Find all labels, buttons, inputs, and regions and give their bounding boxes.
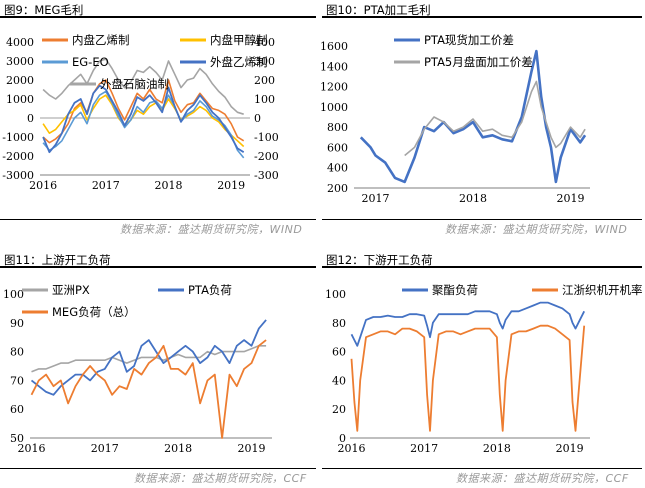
y-tick-label: 3000 (6, 55, 34, 68)
y-tick-label: 400 (327, 162, 348, 175)
x-tick-label: 2018 (164, 442, 192, 455)
y-tick-label: 800 (327, 121, 348, 134)
legend-label: MEG负荷（总） (52, 305, 136, 319)
y-right-tick-label: -100 (254, 131, 279, 144)
series-line-3 (30, 339, 267, 439)
x-tick-label: 2017 (361, 192, 389, 205)
y-tick-label: 0 (339, 432, 346, 445)
series-line-2 (30, 319, 267, 396)
x-tick-label: 2019 (217, 179, 245, 192)
y-tick-label: 70 (10, 374, 24, 387)
x-tick-label: 2016 (17, 442, 45, 455)
legend-label: 聚酯负荷 (432, 283, 478, 297)
y-tick-label: 100 (3, 288, 24, 301)
y-right-tick-label: 400 (254, 36, 275, 49)
series-line-5 (42, 58, 244, 115)
source-note-4: 数据来源：盛达期货研究院，CCF (456, 472, 629, 485)
bottom-rule-4 (322, 468, 642, 469)
x-tick-label: 2016 (337, 442, 365, 455)
x-tick-label: 2019 (556, 442, 584, 455)
series-line-1 (31, 345, 267, 373)
legend-label: PTA5月盘面加工价差 (424, 55, 533, 69)
bottom-rule-3 (0, 468, 316, 469)
bottom-rule-2 (322, 219, 642, 220)
y-tick-label: 100 (325, 288, 346, 301)
legend-label: PTA负荷 (188, 283, 232, 297)
y-right-tick-label: -200 (254, 150, 279, 163)
pta-margin-chart: 1600 1400 1200 1000 800 600 400 200 2017 2018 2019… (320, 33, 590, 205)
x-tick-label: 2018 (483, 442, 511, 455)
source-note-2: 数据来源：盛达期货研究院，WIND (445, 223, 628, 236)
legend-label: 外盘石脑油制 (100, 77, 169, 91)
y-tick-label: 90 (10, 317, 24, 330)
title-rule-2 (322, 16, 642, 18)
y-tick-label: 60 (332, 346, 346, 359)
y-tick-label: 1400 (320, 60, 348, 73)
series-line-3 (42, 90, 245, 159)
y-tick-label: 1000 (320, 101, 348, 114)
panel-title-meg: 图9：MEG毛利 (4, 3, 84, 17)
legend-label: 内盘甲醇制 (210, 33, 268, 47)
legend-label: 江浙织机开机率 (562, 283, 643, 297)
y-right-tick-label: 300 (254, 55, 275, 68)
source-note-1: 数据来源：盛达期货研究院，WIND (120, 223, 303, 236)
x-tick-label: 2019 (556, 192, 584, 205)
y-tick-label: 80 (332, 317, 346, 330)
series-line-2 (350, 324, 586, 432)
y-tick-label: 2000 (6, 74, 34, 87)
meg-margin-chart: 40003000200010000-1000-2000-300040030020… (2, 33, 279, 192)
series-line-1 (42, 79, 245, 144)
x-tick-label: 2017 (91, 442, 119, 455)
y-tick-label: 1000 (6, 93, 34, 106)
y-tick-label: 20 (332, 403, 346, 416)
legend-label: 亚洲PX (52, 283, 90, 297)
y-tick-label: -2000 (2, 150, 34, 163)
y-right-tick-label: 100 (254, 93, 275, 106)
series-line-1 (350, 301, 586, 347)
y-tick-label: 4000 (6, 36, 34, 49)
y-tick-label: 40 (332, 374, 346, 387)
y-tick-label: -1000 (2, 131, 34, 144)
y-tick-label: 60 (10, 403, 24, 416)
y-right-tick-label: 0 (254, 112, 261, 125)
series-line-2 (404, 80, 586, 157)
x-tick-label: 2017 (92, 179, 120, 192)
y-tick-label: 1200 (320, 81, 348, 94)
series-line-1 (359, 49, 587, 184)
series-line-4 (42, 84, 245, 154)
x-tick-label: 2018 (459, 192, 487, 205)
source-note-3: 数据来源：盛达期货研究院，CCF (134, 472, 307, 485)
y-tick-label: 1600 (320, 40, 348, 53)
y-right-tick-label: -300 (254, 169, 279, 182)
bottom-rule-1 (0, 219, 316, 220)
panel-title-upstream: 图11：上游开工负荷 (4, 253, 111, 267)
x-tick-label: 2018 (155, 179, 183, 192)
y-tick-label: 200 (327, 182, 348, 195)
panel-title-downstream: 图12：下游开工负荷 (326, 253, 433, 267)
x-tick-label: 2016 (29, 179, 57, 192)
legend-label: EG-EO (72, 55, 109, 69)
y-tick-label: -3000 (2, 169, 34, 182)
y-tick-label: 50 (10, 432, 24, 445)
y-tick-label: 80 (10, 346, 24, 359)
y-tick-label: 0 (27, 112, 34, 125)
y-right-tick-label: 200 (254, 74, 275, 87)
x-tick-label: 2017 (410, 442, 438, 455)
legend-label: 内盘乙烯制 (72, 33, 130, 47)
title-rule-4 (322, 266, 642, 268)
panel-title-pta: 图10：PTA加工毛利 (326, 3, 431, 17)
series-line-2 (42, 94, 245, 148)
title-rule-1 (0, 16, 316, 18)
legend-label: PTA现货加工价差 (424, 33, 514, 47)
y-tick-label: 600 (327, 141, 348, 154)
legend-label: 外盘乙烯制 (210, 55, 268, 69)
title-rule-3 (0, 266, 316, 268)
x-tick-label: 2019 (237, 442, 265, 455)
